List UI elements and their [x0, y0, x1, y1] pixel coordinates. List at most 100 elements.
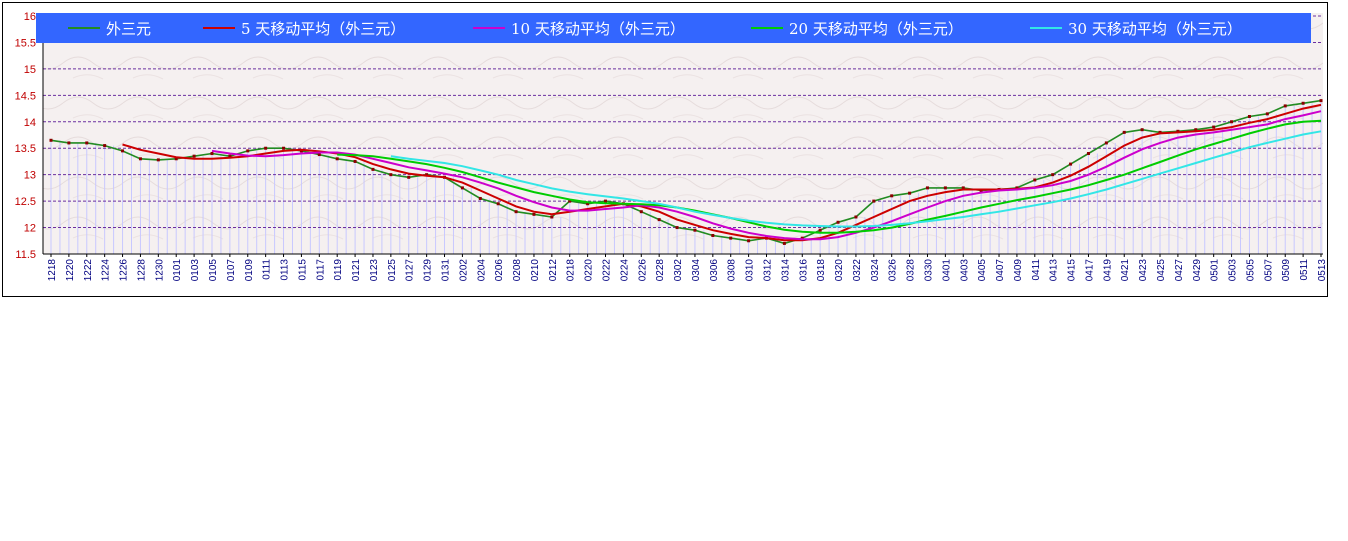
- x-tick-label: 0222: [602, 259, 613, 282]
- data-point: [532, 212, 536, 216]
- x-tick-label: 0407: [995, 259, 1006, 282]
- x-tick-label: 0123: [369, 259, 380, 282]
- y-tick-label: 11.5: [15, 249, 36, 261]
- x-tick-label: 0310: [745, 259, 756, 282]
- x-tick-label: 0411: [1031, 259, 1042, 281]
- x-tick-label: 0206: [494, 259, 505, 282]
- data-point: [496, 202, 500, 206]
- data-point: [586, 202, 590, 206]
- data-point: [514, 210, 518, 214]
- legend: 外三元 5 天移动平均（外三元） 10 天移动平均（外三元） 20 天移动平均（外三元…: [68, 20, 1242, 38]
- x-tick-label: 1218: [47, 259, 58, 282]
- x-tick-label: 0226: [637, 259, 648, 282]
- x-tick-label: 0111: [262, 259, 273, 280]
- bars-layer: [50, 100, 1322, 254]
- data-point: [872, 199, 876, 203]
- x-tick-label: 1230: [154, 259, 165, 282]
- y-tick-label: 12.5: [15, 196, 36, 208]
- data-point: [282, 146, 286, 150]
- series-line: [50, 99, 1322, 245]
- x-tick-label: 1222: [83, 259, 94, 282]
- x-tick-label: 0127: [405, 259, 416, 282]
- data-point: [979, 189, 983, 193]
- data-point: [156, 158, 160, 162]
- x-tick-label: 0330: [923, 259, 934, 282]
- legend-label: 外三元: [106, 20, 151, 38]
- data-point: [1051, 173, 1055, 177]
- series-line: [211, 110, 1322, 241]
- x-tick-label: 0318: [816, 259, 827, 282]
- data-point: [210, 152, 214, 156]
- data-point: [693, 228, 697, 232]
- data-point: [371, 167, 375, 171]
- series-line: [337, 119, 1322, 234]
- data-point: [657, 218, 661, 222]
- legend-label: 10 天移动平均（外三元）: [511, 20, 685, 38]
- data-point: [425, 173, 429, 177]
- data-point: [407, 175, 411, 179]
- x-tick-label: 0421: [1120, 259, 1131, 282]
- data-point: [121, 149, 125, 153]
- data-point: [1212, 125, 1216, 129]
- x-tick-label: 0302: [673, 259, 684, 282]
- data-point: [228, 154, 232, 158]
- data-point: [49, 138, 53, 142]
- data-point: [711, 233, 715, 237]
- data-point: [836, 220, 840, 224]
- data-point: [818, 228, 822, 232]
- x-tick-label: 0423: [1138, 259, 1149, 282]
- x-tick-label: 0312: [762, 259, 773, 282]
- x-tick-label: 0401: [941, 259, 952, 282]
- data-point: [389, 173, 393, 177]
- data-point: [1301, 101, 1305, 105]
- data-point: [246, 149, 250, 153]
- x-tick-label: 0218: [566, 259, 577, 282]
- x-tick-label: 0202: [458, 259, 469, 282]
- x-tick-label: 0212: [548, 259, 559, 282]
- data-point: [1283, 104, 1287, 108]
- x-tick-label: 1224: [101, 259, 112, 282]
- x-tick-label: 0417: [1084, 259, 1095, 282]
- x-tick-label: 0103: [190, 259, 201, 282]
- data-point: [1122, 130, 1126, 134]
- data-point: [568, 199, 572, 203]
- x-tick-label: 0322: [852, 259, 863, 282]
- x-tick-label: 0208: [512, 259, 523, 282]
- x-tick-label: 0409: [1013, 259, 1024, 282]
- x-tick-label: 0119: [333, 259, 344, 281]
- data-point: [335, 157, 339, 161]
- data-point: [604, 199, 608, 203]
- data-point: [908, 191, 912, 195]
- data-point: [138, 157, 142, 161]
- x-tick-label: 0513: [1317, 259, 1328, 282]
- x-tick-label: 0328: [906, 259, 917, 282]
- y-tick-label: 13.5: [15, 143, 36, 155]
- data-point: [1247, 114, 1251, 118]
- x-tick-label: 0314: [780, 259, 791, 282]
- x-tick-label: 0105: [208, 259, 219, 282]
- x-tick-label: 0308: [727, 259, 738, 282]
- data-point: [299, 149, 303, 153]
- data-point: [729, 236, 733, 240]
- x-tick-label: 0316: [798, 259, 809, 282]
- x-tick-label: 0115: [297, 259, 308, 281]
- x-tick-label: 0427: [1174, 259, 1185, 282]
- data-point: [1033, 178, 1037, 182]
- x-tick-label: 0425: [1156, 259, 1167, 282]
- data-point: [317, 153, 321, 157]
- x-tick-label: 0415: [1067, 259, 1078, 282]
- x-tick-label: 0121: [351, 259, 362, 282]
- data-point: [174, 157, 178, 161]
- y-tick-label: 16: [24, 11, 36, 23]
- x-tick-label: 0228: [655, 259, 666, 282]
- data-point: [675, 226, 679, 230]
- x-tick-label: 0220: [584, 259, 595, 282]
- y-axis: 11.5 12 12.5 13 13.5 14 14.5 15 15.5 16: [15, 11, 36, 261]
- x-tick-label: 0403: [959, 259, 970, 282]
- y-tick-label: 15: [24, 64, 36, 76]
- x-tick-label: 0501: [1210, 259, 1221, 282]
- series-line: [390, 130, 1322, 228]
- y-tick-label: 13: [24, 170, 36, 182]
- x-tick-label: 0306: [709, 259, 720, 282]
- x-tick-label: 0511: [1299, 259, 1310, 281]
